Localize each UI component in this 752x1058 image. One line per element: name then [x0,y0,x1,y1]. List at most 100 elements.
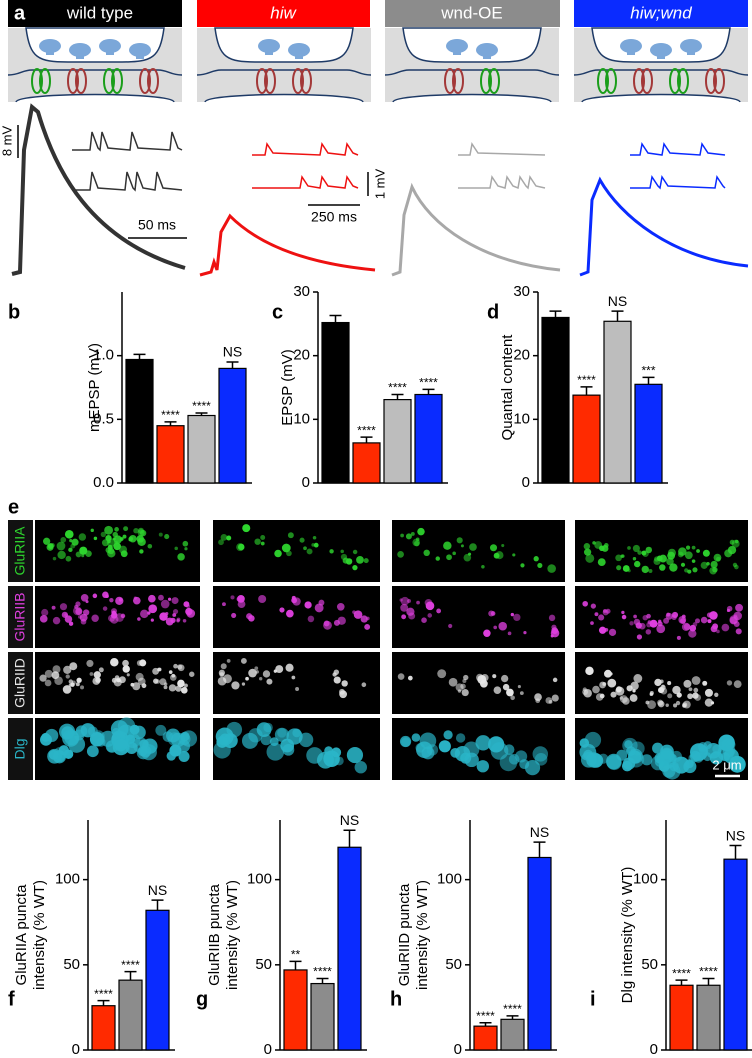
puncta [93,671,101,679]
significance: *** [641,363,655,377]
puncta [721,623,730,632]
puncta [346,746,364,764]
puncta [258,594,267,604]
puncta [704,688,713,697]
puncta [187,612,191,616]
error-bar [580,386,593,396]
puncta [70,543,76,549]
puncta [411,733,421,742]
puncta [641,754,653,766]
puncta [704,698,713,707]
bar [187,414,216,484]
puncta [424,598,433,607]
error-bar [316,977,329,984]
bar [118,979,143,1051]
membrane [196,69,372,76]
puncta [163,685,168,690]
puncta [68,547,73,553]
channel-label: GluRIID [12,658,28,708]
bar [145,909,170,1051]
puncta [108,614,115,622]
receptor [605,68,617,94]
y-axis-label: Dlg intensity (% WT) [619,867,636,1004]
y-tick-label: 20 [513,347,530,364]
puncta [340,553,348,561]
active-zone-stem [265,46,273,55]
puncta [361,682,367,688]
puncta [274,549,282,558]
puncta [80,685,85,690]
puncta [139,549,144,554]
puncta [620,554,624,558]
puncta [512,553,516,557]
significance: **** [503,1002,522,1016]
puncta [585,666,594,676]
puncta [630,681,639,691]
error-bar [675,979,688,986]
puncta [153,678,159,684]
receptor [31,68,43,94]
channel-label: Dlg [12,738,28,759]
puncta [125,734,136,744]
puncta [693,687,699,693]
genotype-label: hiw;wnd [630,3,692,22]
y-tick-label: 100 [247,871,272,888]
puncta [452,551,456,556]
puncta [180,686,188,694]
puncta [455,683,464,692]
significance: NS [223,344,242,360]
puncta [682,703,687,708]
bar [634,383,663,484]
puncta [226,659,231,663]
puncta [91,614,99,622]
puncta [700,616,708,624]
puncta [646,622,652,628]
puncta [57,550,66,560]
bar [473,1025,498,1051]
puncta [492,674,497,679]
puncta [186,609,196,618]
puncta [262,670,271,678]
puncta [59,603,68,611]
puncta [259,677,263,681]
puncta [506,688,514,697]
active-zone-stem [295,50,303,59]
puncta [671,611,679,619]
puncta [416,600,420,605]
puncta [731,539,740,548]
puncta [254,666,259,671]
puncta [649,619,658,628]
active-zone-stem [453,46,461,55]
puncta [352,549,358,555]
puncta [597,558,606,567]
error-bar [422,388,435,395]
puncta [286,609,294,618]
puncta [240,658,247,664]
micrograph [392,586,565,648]
puncta [488,610,495,617]
y-axis-label: GluRIID puncta [396,883,413,986]
puncta [64,613,68,617]
puncta [713,553,722,562]
puncta [632,689,636,693]
puncta [421,746,435,760]
receptor [103,68,115,94]
puncta [645,629,652,635]
bouton [25,27,165,63]
puncta [677,551,684,558]
puncta [638,622,646,630]
puncta [65,674,70,679]
puncta [551,694,559,702]
puncta [340,549,344,554]
puncta [165,617,174,626]
puncta [609,672,613,676]
puncta [616,749,628,761]
puncta [629,694,638,702]
puncta [132,682,141,691]
receptor [677,68,689,94]
puncta [352,610,356,614]
puncta [76,677,82,683]
scale-label: 1 mV [372,169,387,200]
puncta [177,664,185,672]
significance: **** [388,381,407,395]
